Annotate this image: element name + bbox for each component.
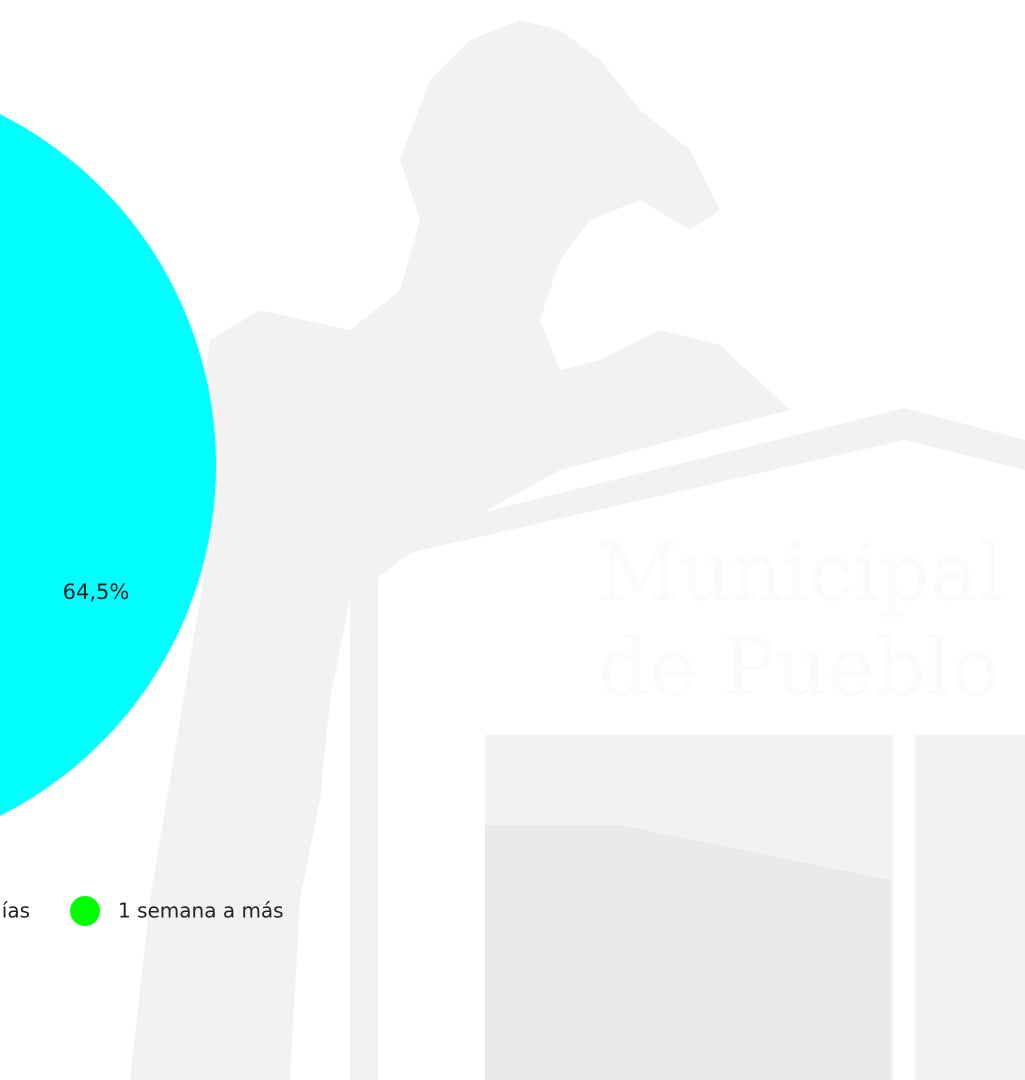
legend-label: ías: [2, 899, 30, 923]
watermark-art: Municipal de Pueblo L: [130, 20, 1025, 1080]
legend-label: 1 semana a más: [118, 899, 284, 923]
feather: [254, 633, 297, 1007]
slice-label: 64,5%: [63, 580, 130, 604]
pie-slice: [0, 114, 216, 816]
legend-marker: [70, 896, 100, 926]
feather: [193, 633, 236, 1007]
watermark-text: de Pueblo L: [598, 621, 1025, 714]
watermark-text: Municipal: [598, 526, 1003, 619]
photo-right: [915, 735, 1025, 1080]
photo-building: [485, 825, 890, 1080]
